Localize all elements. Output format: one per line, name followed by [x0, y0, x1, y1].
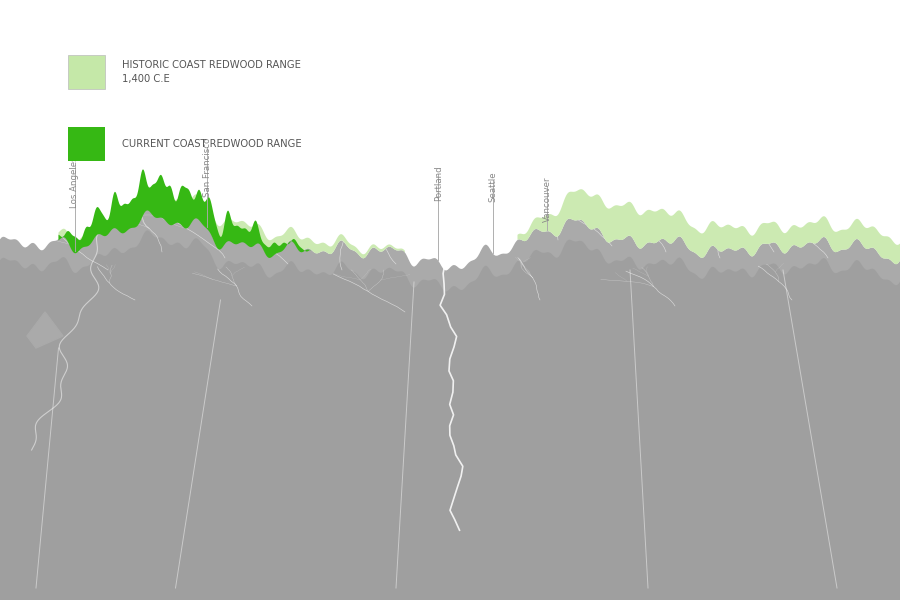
Polygon shape [518, 189, 900, 264]
Text: Portland: Portland [434, 165, 443, 200]
Polygon shape [0, 209, 900, 600]
Text: HISTORIC COAST REDWOOD RANGE: HISTORIC COAST REDWOOD RANGE [122, 60, 301, 70]
Polygon shape [27, 312, 63, 348]
Polygon shape [0, 230, 900, 600]
Bar [68, 127, 105, 160]
Text: Seattle: Seattle [489, 171, 498, 202]
Bar [68, 55, 105, 88]
Text: CURRENT COAST REDWOOD RANGE: CURRENT COAST REDWOOD RANGE [122, 139, 302, 149]
Text: 1,400 C.E: 1,400 C.E [122, 74, 169, 84]
Polygon shape [58, 169, 310, 258]
Text: Los Angeles: Los Angeles [70, 156, 79, 208]
Text: Vancouver: Vancouver [543, 177, 552, 223]
Text: San Francisco: San Francisco [202, 138, 211, 197]
Polygon shape [58, 190, 405, 259]
